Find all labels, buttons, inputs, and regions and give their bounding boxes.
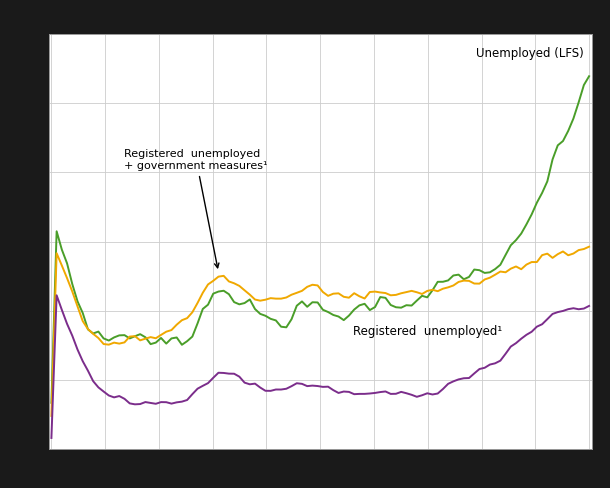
Text: Unemployed (LFS): Unemployed (LFS) bbox=[476, 46, 584, 60]
Text: Registered  unemployed
+ government measures¹: Registered unemployed + government measu… bbox=[124, 149, 268, 268]
Text: Registered  unemployed¹: Registered unemployed¹ bbox=[353, 325, 502, 338]
